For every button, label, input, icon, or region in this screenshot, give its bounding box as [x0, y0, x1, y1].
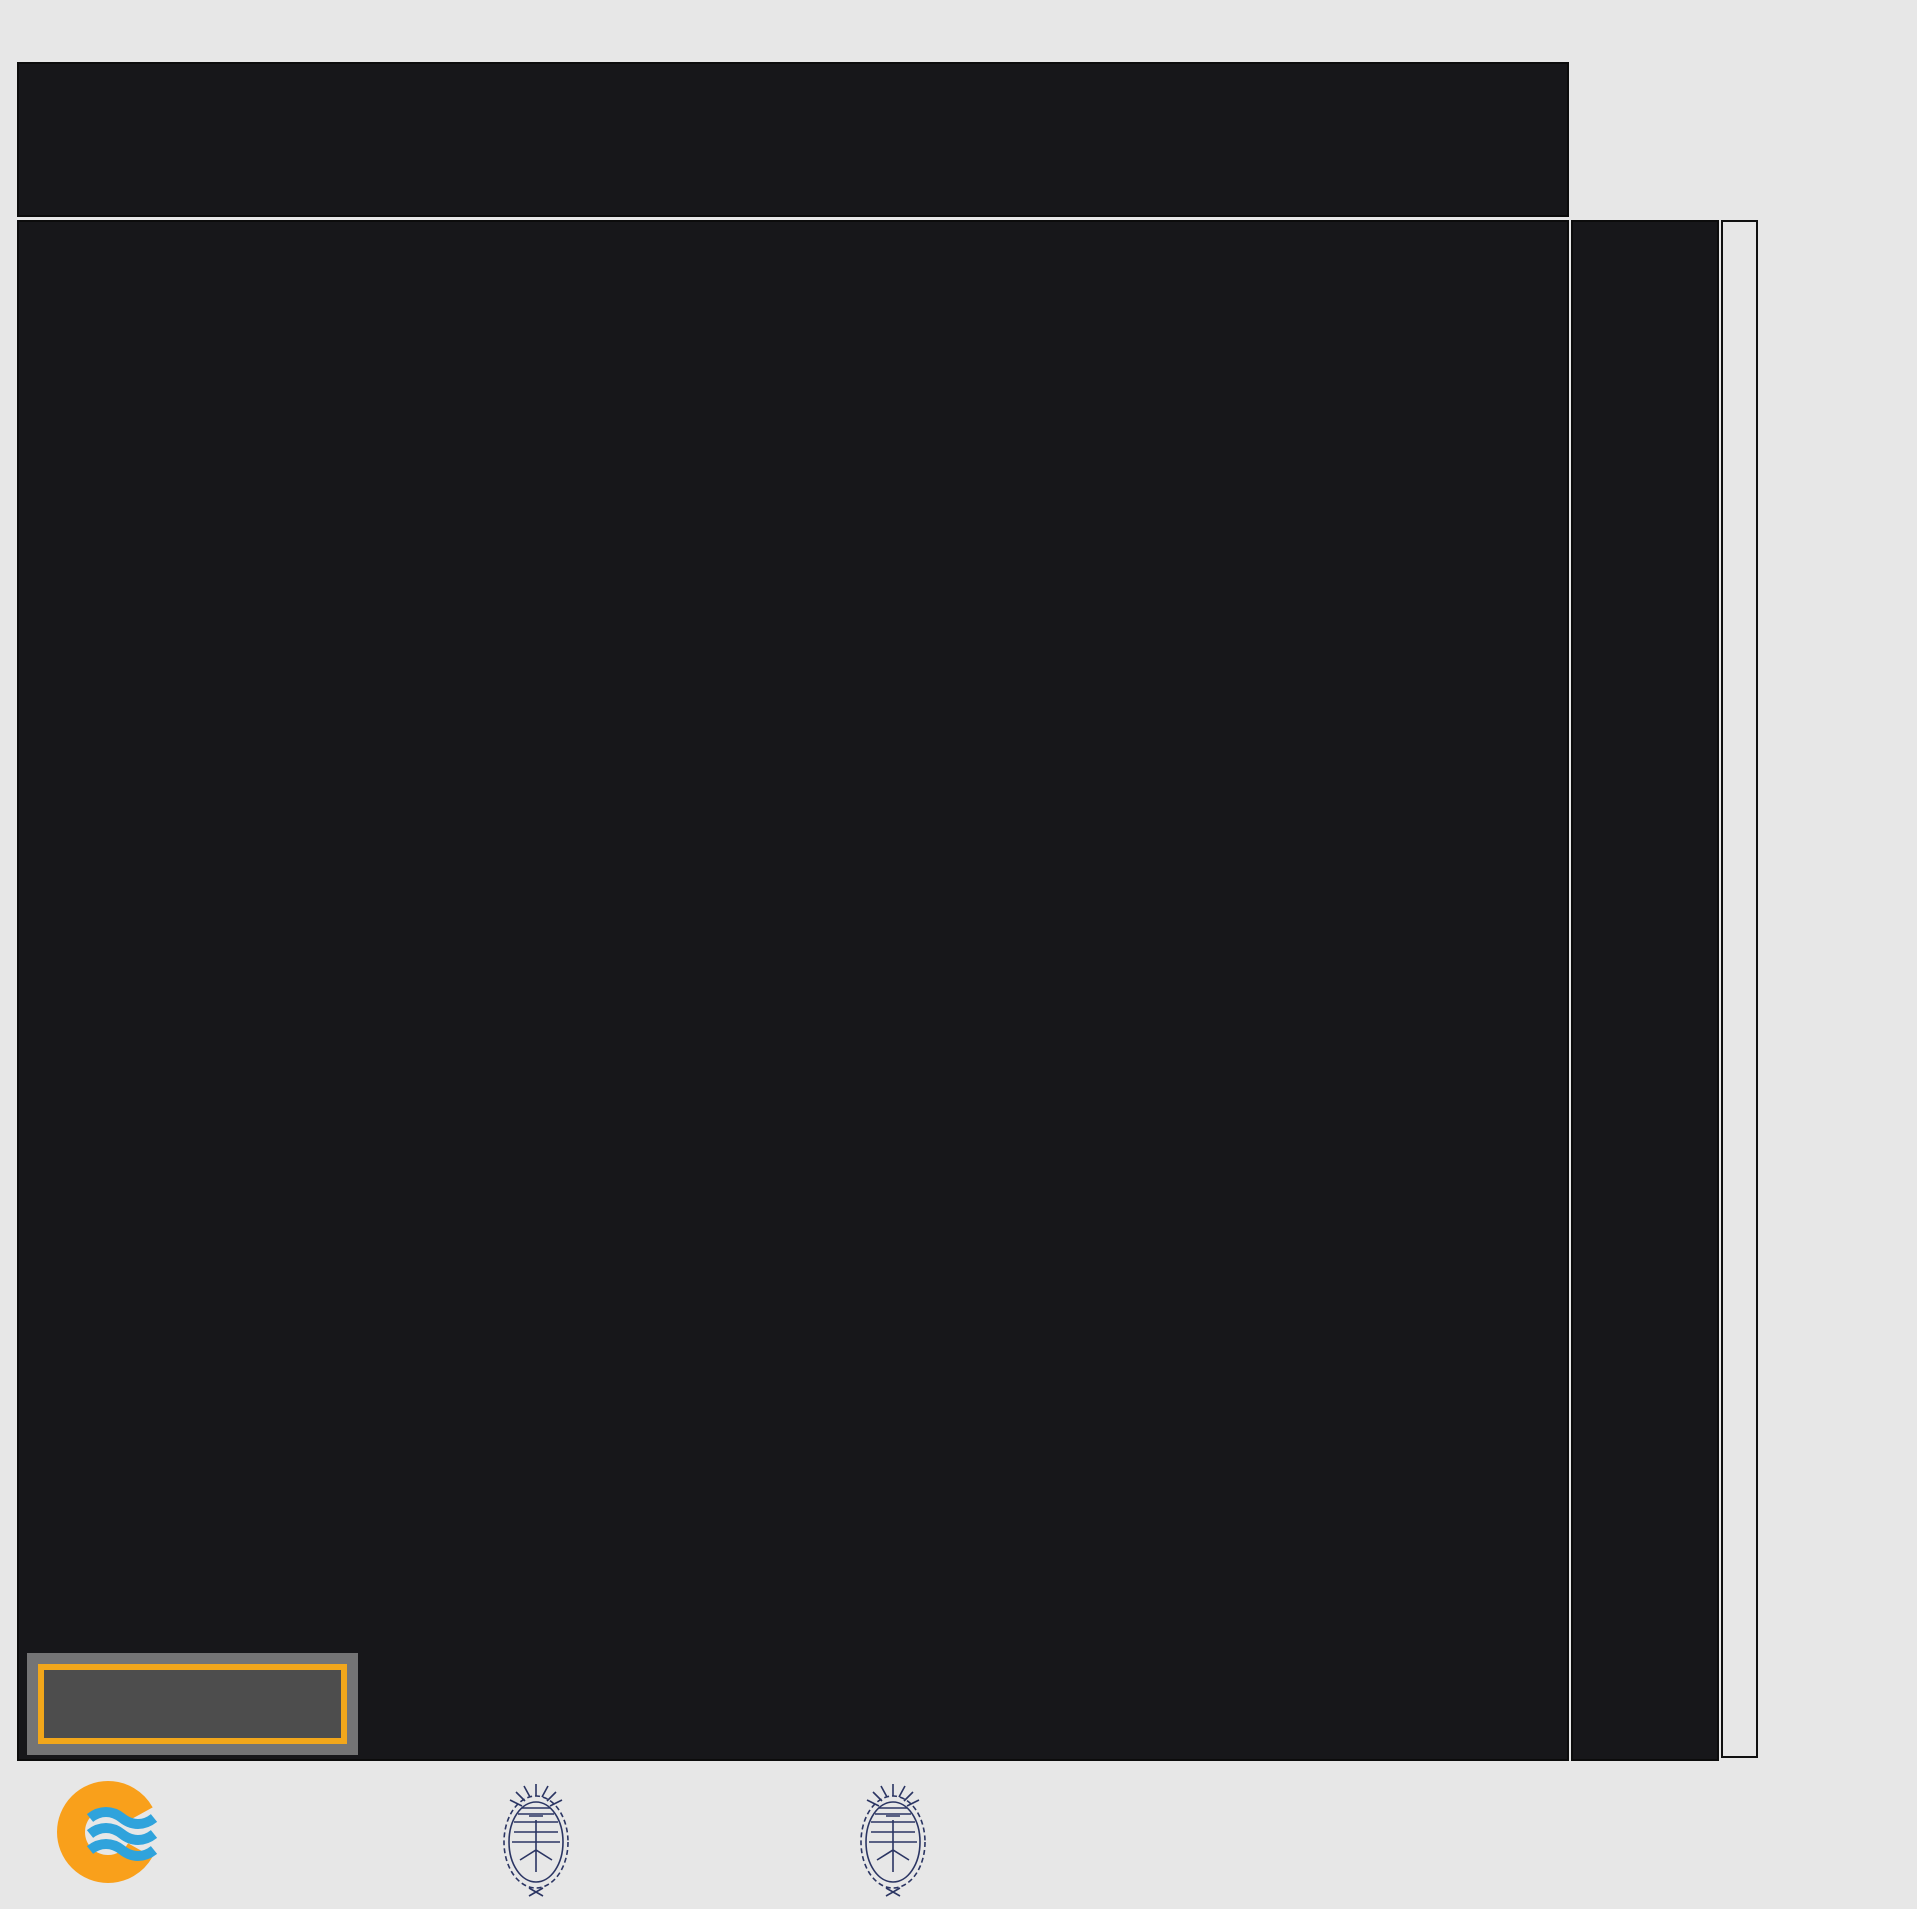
right-cross-section-panel [1571, 220, 1719, 1761]
warning-annotation-inner [38, 1664, 347, 1744]
smn-logo-icon [57, 1781, 159, 1883]
map-panel [17, 220, 1569, 1761]
footer [0, 1763, 1917, 1909]
warning-annotation-box [27, 1653, 358, 1755]
defensa-emblem-icon [503, 1784, 569, 1897]
economia-emblem-icon [860, 1784, 926, 1897]
range-circle-layer [19, 222, 1569, 1761]
dbz-colorbar [1721, 220, 1758, 1758]
top-cross-section-panel [17, 62, 1569, 217]
